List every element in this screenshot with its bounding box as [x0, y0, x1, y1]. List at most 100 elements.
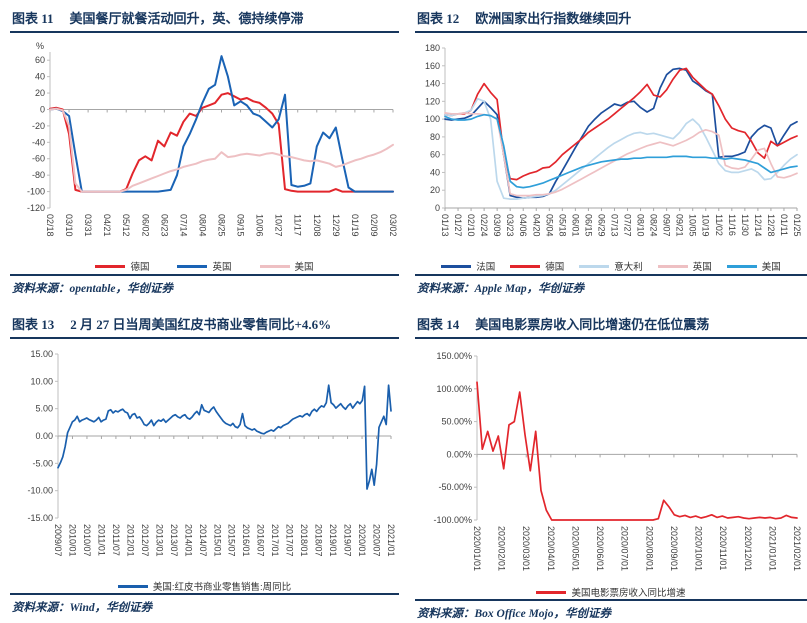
legend-label: 英国	[692, 262, 712, 273]
figure-12-header: 图表 12 欧洲国家出行指数继续回升	[415, 6, 807, 33]
x-tick-label: 2020/01	[357, 524, 367, 557]
y-tick-label: 150.00%	[436, 351, 472, 361]
x-tick-label: 07/13	[609, 214, 619, 237]
x-tick-label: 2020/01/01	[472, 526, 482, 571]
x-tick-label: 11/16	[727, 214, 737, 236]
y-tick-label: -100	[27, 187, 45, 197]
figure-label: 图表 11	[12, 11, 54, 26]
legend-label: 美国	[761, 262, 781, 273]
legend-item: 英国	[657, 259, 712, 273]
legend-label: 美国:红皮书商业零售销售:周同比	[152, 582, 292, 593]
figure-12-legend: 法国 德国 意大利 英国 美国	[415, 259, 807, 273]
y-tick-label: 0.00	[35, 431, 53, 441]
x-tick-label: 11/30	[740, 214, 750, 236]
y-axis-unit-label: %	[36, 41, 44, 51]
x-tick-label: 07/14	[178, 214, 188, 237]
legend-line-swatch	[95, 264, 126, 268]
source-text: 资料来源：Wind，华创证券	[12, 602, 153, 614]
series-line	[49, 55, 394, 193]
x-tick-label: 11/02	[714, 214, 724, 236]
x-tick-label: 05/04	[544, 214, 554, 237]
x-tick-label: 06/29	[596, 214, 606, 237]
x-tick-label: 2016/01	[241, 524, 251, 557]
legend-line-swatch	[536, 590, 567, 594]
series-line	[49, 92, 394, 193]
series-line	[476, 381, 798, 521]
x-tick-label: 2014/01	[183, 524, 193, 557]
y-tick-label: 40	[430, 167, 440, 177]
legend-item: 美国电影票房收入同比增速	[536, 585, 686, 599]
figure-14-source: 资料来源：Box Office Mojo，华创证券	[415, 599, 807, 623]
figure-13-line-chart: 15.00 10.00 5.00 0.00 -5.00 -10.00 -15.002009/…	[27, 349, 396, 557]
figure-14-chart-area: 150.00% 100.00% 50.00% 0.00% -50.00% -100.00%…	[415, 344, 807, 585]
x-tick-label: 2020/03/01	[521, 526, 531, 571]
x-tick-label: 06/01	[570, 214, 580, 237]
x-tick-label: 2016/07	[256, 524, 266, 557]
legend-item: 意大利	[579, 259, 643, 273]
figure-12-chart-area: 180 160 140 120 100 80 60 40 20 0 01/13 01/27 02/10 0…	[415, 38, 807, 259]
x-tick-label: 2020/11/01	[718, 526, 728, 570]
figure-13-header: 图表 13 2 月 27 日当周美国红皮书商业零售同比+4.6%	[10, 312, 399, 339]
x-tick-label: 2014/07	[198, 524, 208, 557]
legend-line-swatch	[117, 584, 148, 588]
x-tick-label: 03/09	[492, 214, 502, 237]
x-tick-label: 2012/07	[140, 524, 150, 557]
x-tick-label: 2019/07	[343, 524, 353, 557]
series-line	[444, 67, 798, 200]
legend-line-swatch	[177, 264, 208, 268]
legend-item: 德国	[95, 259, 149, 273]
y-tick-label: 180	[425, 43, 440, 53]
x-tick-label: 12/08	[312, 214, 322, 237]
source-text: 资料来源：opentable，华创证券	[12, 283, 173, 295]
legend-label: 意大利	[614, 262, 643, 273]
legend-item: 美国	[259, 259, 314, 273]
figure-11-chart-area: 60 40 20 0 -20 -40 -60 -80 -100 -120% 02/18 03/10 03…	[10, 38, 399, 259]
y-tick-label: 15.00	[30, 349, 53, 359]
legend-item: 英国	[177, 259, 232, 273]
legend-label: 德国	[545, 262, 565, 273]
y-tick-label: 60	[35, 55, 45, 65]
figure-title: 美国餐厅就餐活动回升，英、德持续停滞	[69, 11, 304, 26]
x-tick-label: 06/02	[140, 214, 150, 237]
panel-figure-11: 图表 11 美国餐厅就餐活动回升，英、德持续停滞 60 40 20 0 -20 -40 -6…	[10, 6, 399, 298]
y-tick-label: -100.00%	[433, 515, 472, 525]
legend-label: 美国电影票房收入同比增速	[571, 588, 686, 599]
legend-label: 美国	[294, 262, 314, 273]
figure-13-legend: 美国:红皮书商业零售销售:周同比	[10, 579, 399, 593]
x-tick-label: 2018/07	[314, 524, 324, 557]
x-tick-label: 2020/12/01	[743, 526, 753, 571]
x-tick-label: 2011/07	[111, 524, 121, 556]
x-tick-label: 2021/02/01	[792, 526, 802, 571]
x-tick-label: 2019/01	[328, 524, 338, 557]
y-tick-label: 120	[425, 96, 440, 106]
legend-item: 美国	[726, 259, 781, 273]
x-tick-label: 2020/02/01	[497, 526, 507, 571]
x-tick-label: 2020/06/01	[595, 526, 605, 571]
x-tick-label: 03/10	[64, 214, 74, 237]
x-tick-label: 12/14	[753, 214, 763, 237]
x-tick-label: 2015/07	[227, 524, 237, 557]
source-text: 资料来源：Box Office Mojo，华创证券	[417, 608, 611, 620]
x-tick-label: 2020/08/01	[644, 526, 654, 571]
y-tick-label: 0.00%	[446, 449, 472, 459]
figure-14-legend: 美国电影票房收入同比增速	[415, 585, 807, 599]
figure-14-header: 图表 14 美国电影票房收入同比增速仍在低位震荡	[415, 312, 807, 339]
x-tick-label: 01/11	[779, 214, 789, 236]
y-tick-label: -20	[32, 121, 45, 131]
x-tick-label: 09/21	[675, 214, 685, 237]
y-tick-label: -60	[32, 154, 45, 164]
x-tick-label: 02/09	[369, 214, 379, 237]
x-tick-label: 05/18	[557, 214, 567, 237]
figure-11-source: 资料来源：opentable，华创证券	[10, 274, 399, 298]
x-tick-label: 2010/07	[82, 524, 92, 557]
legend-label: 英国	[212, 262, 232, 273]
y-tick-label: -80	[32, 170, 45, 180]
figure-11-legend: 德国 英国 美国	[10, 259, 399, 273]
legend-item: 德国	[510, 259, 564, 273]
x-tick-label: 2018/01	[299, 524, 309, 557]
figure-label: 图表 13	[12, 317, 55, 332]
panel-figure-12: 图表 12 欧洲国家出行指数继续回升 180 160 140 120 100 80 60 40…	[415, 6, 807, 298]
figure-title: 美国电影票房收入同比增速仍在低位震荡	[475, 317, 710, 332]
x-tick-label: 04/20	[531, 214, 541, 237]
